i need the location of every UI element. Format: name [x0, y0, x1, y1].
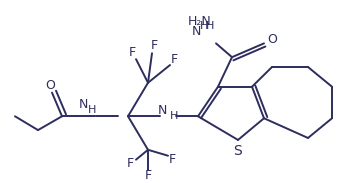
Text: F: F	[126, 157, 134, 170]
Text: F: F	[171, 53, 178, 66]
Text: N: N	[191, 25, 201, 38]
Text: H: H	[170, 111, 178, 121]
Text: F: F	[145, 169, 152, 182]
Text: H: H	[206, 21, 214, 31]
Text: O: O	[45, 79, 55, 92]
Text: H: H	[88, 105, 96, 115]
Text: F: F	[129, 46, 136, 59]
Text: O: O	[267, 33, 277, 46]
Text: F: F	[151, 39, 158, 52]
Text: N: N	[78, 98, 88, 111]
Text: F: F	[168, 153, 176, 166]
Text: H₂N: H₂N	[188, 15, 212, 28]
Text: H: H	[200, 21, 208, 31]
Text: N: N	[157, 104, 167, 117]
Text: S: S	[234, 144, 242, 158]
